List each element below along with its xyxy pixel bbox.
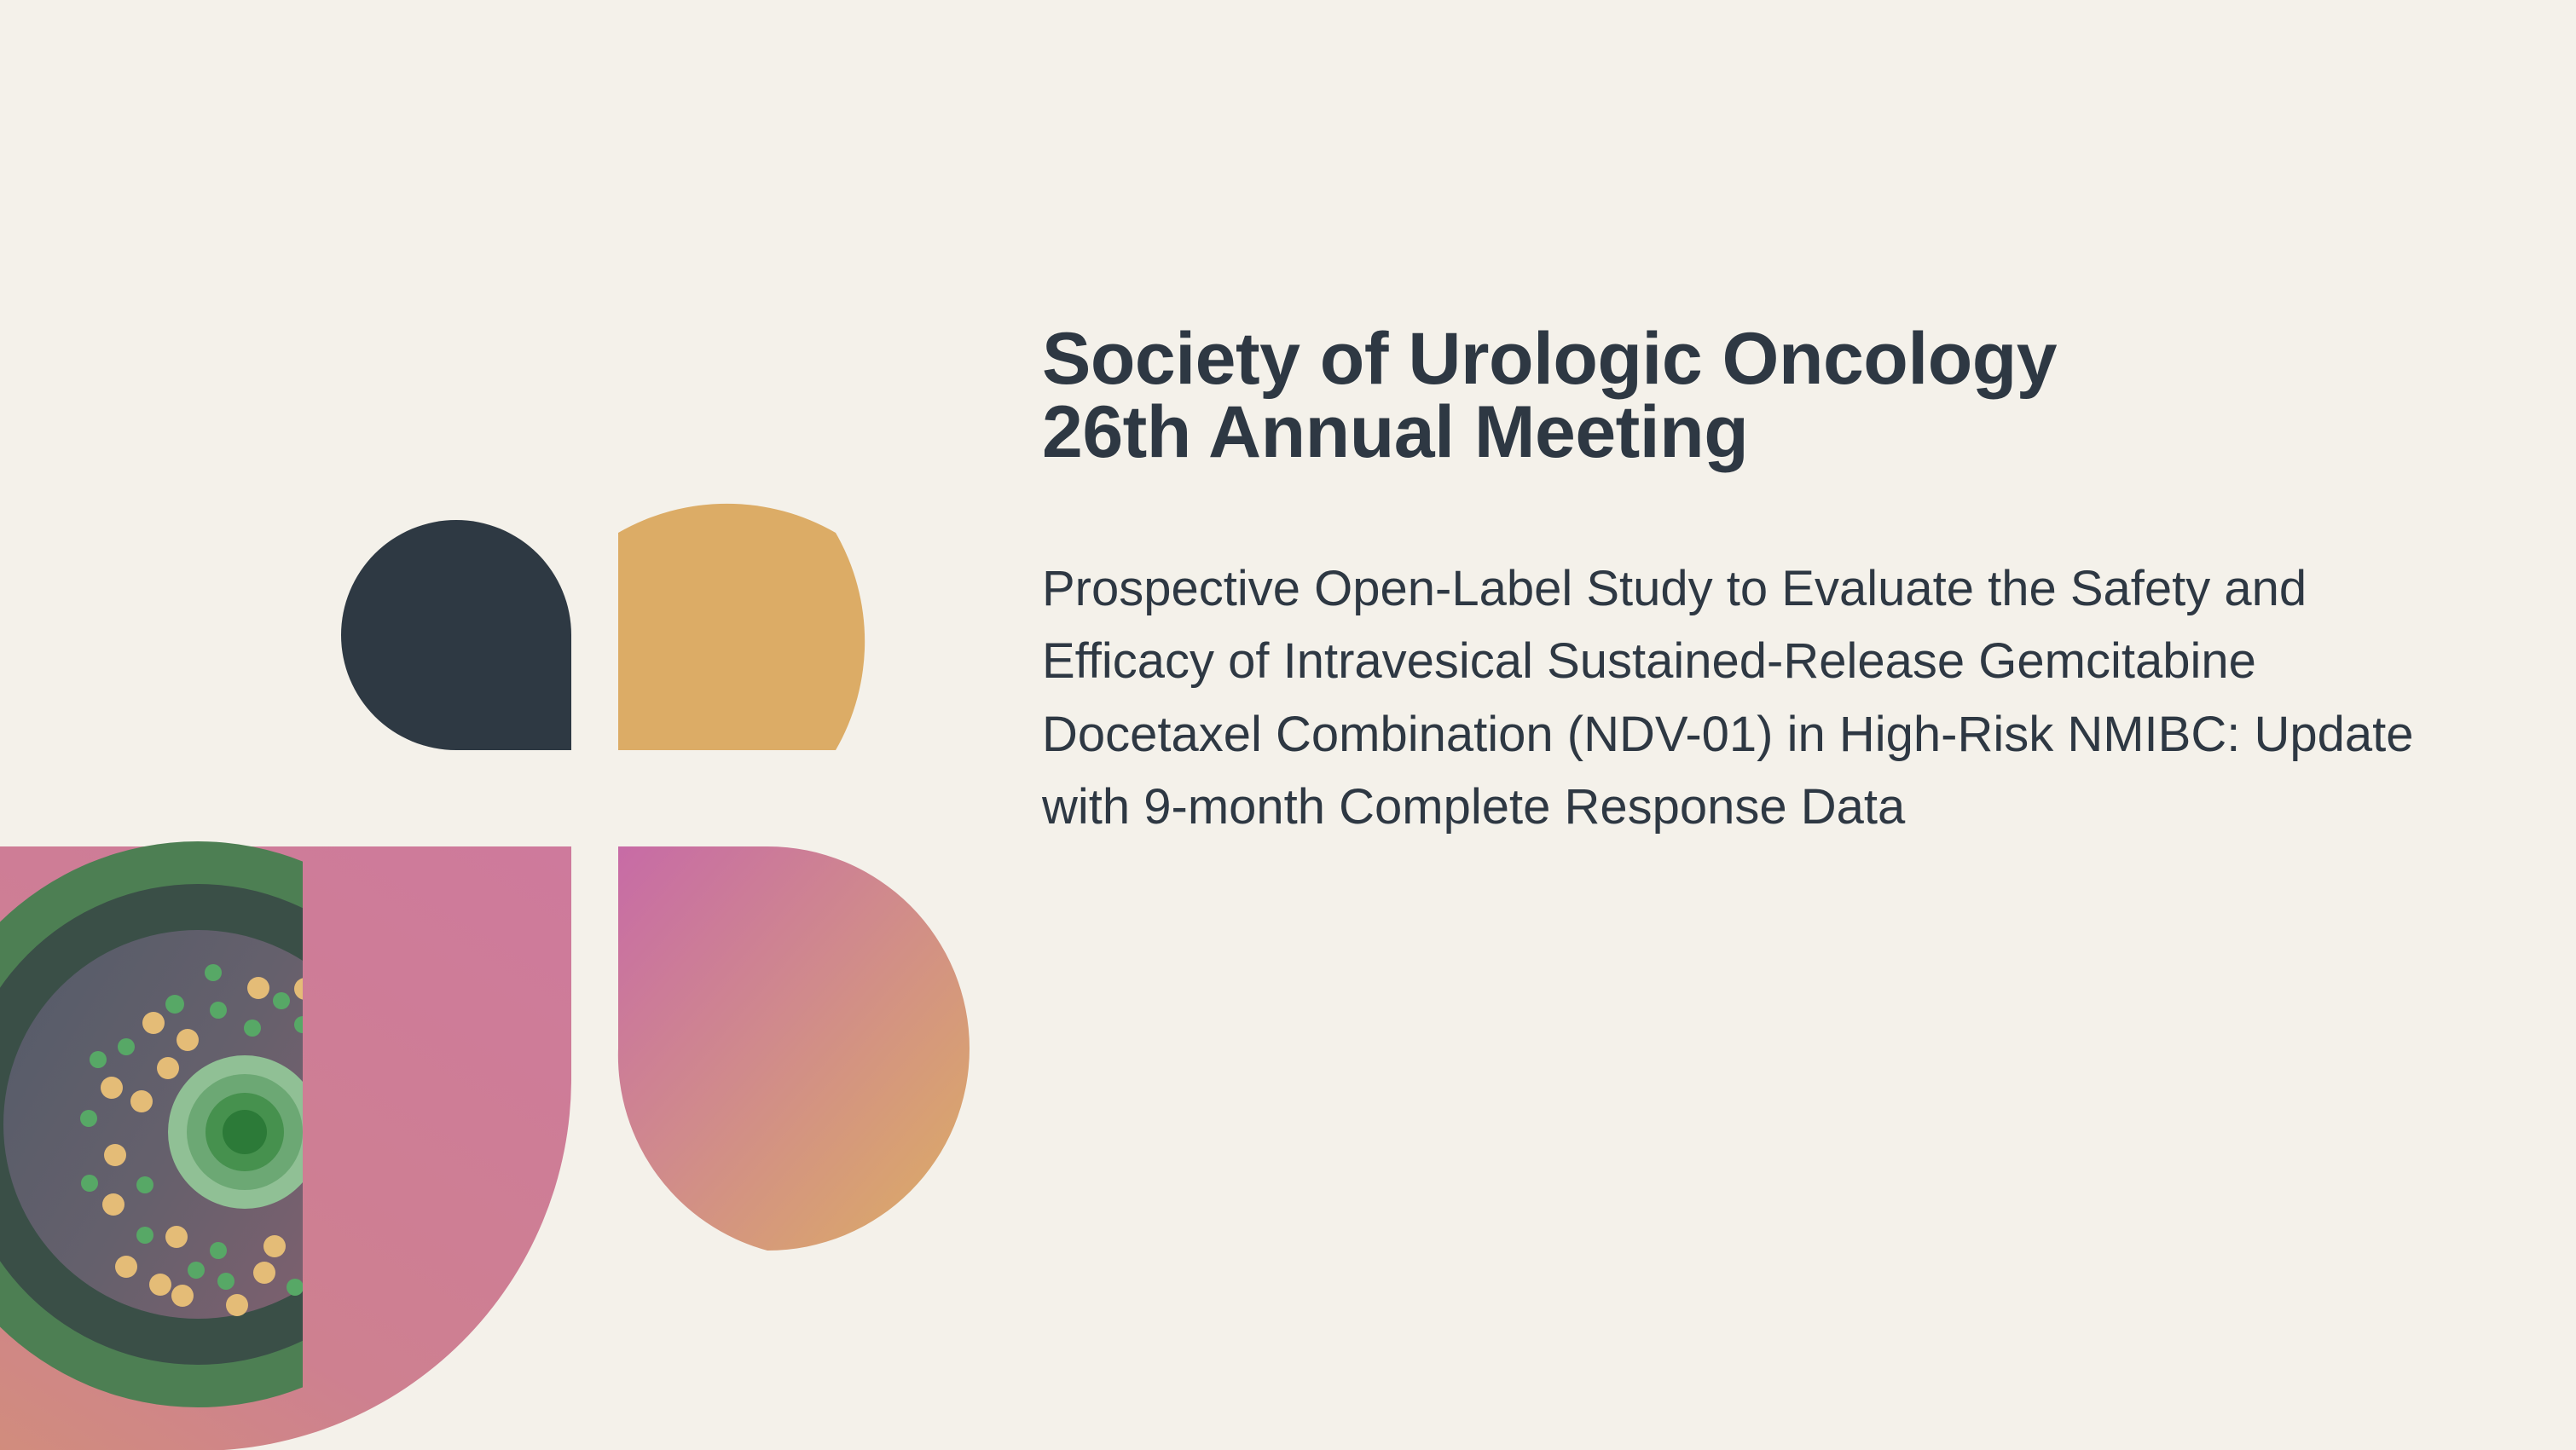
cell-nucleus (168, 1055, 303, 1209)
cell-granules (80, 964, 303, 1316)
petal-bottom-left-group (0, 841, 571, 1450)
petal-bottom-right (617, 846, 970, 1251)
slide-text-block: Society of Urologic Oncology 26th Annual… (1042, 322, 2440, 843)
cell-motif (0, 841, 303, 1407)
study-subtitle: Prospective Open-Label Study to Evaluate… (1042, 561, 2414, 835)
conference-title: Society of Urologic Oncology 26th Annual… (1042, 318, 2058, 473)
logo-svg (0, 503, 970, 1450)
petal-top-left (341, 520, 571, 750)
petal-top-right (618, 503, 865, 750)
brand-logo (0, 0, 1006, 1450)
